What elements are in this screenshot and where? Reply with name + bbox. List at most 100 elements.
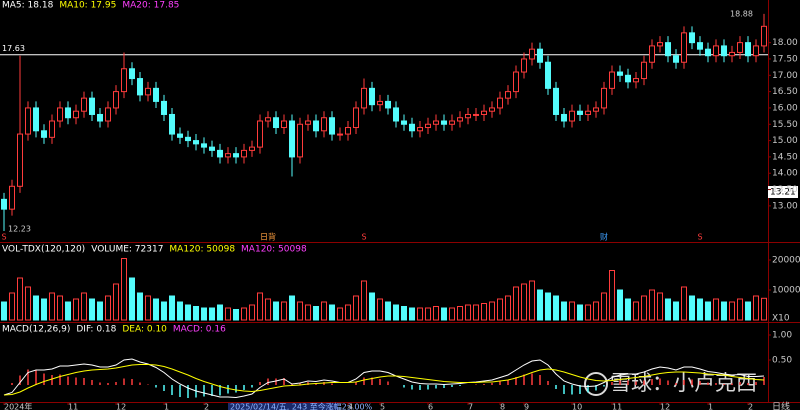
cursor-label: 13.21: [770, 188, 796, 198]
candle-body: [521, 58, 527, 73]
legend-entry: VOLUME: 72317: [91, 245, 163, 255]
volume-bar: [241, 307, 247, 321]
volume-bar: [289, 295, 295, 321]
volume-bar: [153, 298, 159, 321]
candle-body: [665, 42, 671, 57]
x-tick-label: 7: [468, 403, 473, 410]
candle-body: [465, 113, 471, 119]
volume-bar: [753, 295, 759, 321]
candle-body: [1, 198, 7, 210]
candle-body: [481, 110, 487, 115]
y-tick-label: 15.50: [772, 120, 798, 130]
volume-bar: [417, 307, 423, 321]
candle-body: [65, 107, 71, 119]
volume-bar: [281, 301, 287, 321]
candle-body: [577, 110, 583, 115]
candle-body: [89, 97, 95, 115]
candle-body: [617, 71, 623, 76]
candle-body: [17, 133, 23, 187]
volume-bar: [201, 307, 207, 321]
candle-body: [681, 32, 687, 63]
candle-body: [697, 42, 703, 50]
candle-body: [113, 91, 119, 109]
signal-label: S: [697, 233, 702, 242]
volume-bar: [345, 304, 351, 321]
candle-body: [713, 45, 719, 57]
candle-body: [561, 113, 567, 122]
volume-bar: [249, 304, 255, 321]
watermark-icon: [584, 372, 608, 396]
x-tick-label: 8: [500, 403, 505, 410]
volume-bar: [217, 304, 223, 321]
volume-bar: [265, 298, 271, 321]
x-tick-label: 4: [348, 403, 353, 410]
legend-entry: DIF: 0.18: [76, 325, 116, 335]
candle-body: [489, 107, 495, 112]
volume-bar: [25, 286, 31, 321]
volume-bar: [233, 309, 239, 321]
volume-bar: [457, 306, 463, 321]
volume-bar: [545, 292, 551, 321]
candle-body: [337, 133, 343, 136]
candle-body: [609, 71, 615, 89]
candle-body: [73, 110, 79, 119]
candle-body: [241, 149, 247, 158]
candle-body: [729, 51, 735, 57]
candle-body: [633, 78, 639, 83]
volume-bar: [481, 303, 487, 321]
candle-body: [601, 87, 607, 109]
signal-label: S: [361, 233, 366, 242]
volume-bar: [553, 295, 559, 321]
signal-label: 日背: [260, 232, 276, 242]
x-tick-label: 2024年: [4, 402, 32, 410]
volume-bar: [225, 307, 231, 321]
volume-bar: [297, 301, 303, 321]
volume-bar: [449, 307, 455, 321]
candle-body: [225, 153, 231, 158]
candle-body: [201, 143, 207, 148]
date-box: [228, 403, 338, 410]
max-label: 18.88: [730, 9, 753, 18]
volume-bar: [337, 307, 343, 321]
candle-body: [409, 123, 415, 132]
volume-bar: [209, 307, 215, 321]
volume-bar: [577, 304, 583, 321]
candle-body: [441, 120, 447, 125]
candle-body: [745, 42, 751, 57]
volume-bar: [473, 304, 479, 321]
candle-body: [41, 130, 47, 138]
candle-body: [505, 91, 511, 99]
candle-body: [129, 68, 135, 80]
candle-body: [9, 185, 15, 210]
volume-bar: [697, 298, 703, 321]
volume-bar: [761, 297, 767, 321]
candle-body: [257, 120, 263, 148]
candle-body: [265, 117, 271, 122]
candle-body: [25, 107, 31, 135]
macd-line: [3, 358, 765, 399]
candle-body: [369, 87, 375, 106]
candle-body: [273, 117, 279, 129]
y-tick-label: 14.00: [772, 169, 798, 179]
y-tick-label: 1.00: [772, 331, 792, 341]
candle-body: [57, 107, 63, 122]
candle-body: [545, 61, 551, 89]
volume-bar: [385, 301, 391, 321]
volume-bar: [73, 298, 79, 321]
volume-bar: [177, 301, 183, 321]
candle-body: [289, 120, 295, 158]
volume-bar: [521, 283, 527, 321]
volume-bar: [257, 292, 263, 321]
volume-bar: [81, 292, 87, 321]
candle-body: [497, 97, 503, 109]
candle-body: [249, 146, 255, 151]
volume-bar: [529, 280, 535, 321]
candle-body: [721, 45, 727, 57]
candle-body: [97, 113, 103, 122]
volume-bar: [185, 304, 191, 321]
volume-bar: [657, 292, 663, 321]
candle-body: [417, 127, 423, 132]
legend-entry: DEA: 0.10: [122, 325, 167, 335]
volume-bar: [649, 289, 655, 321]
